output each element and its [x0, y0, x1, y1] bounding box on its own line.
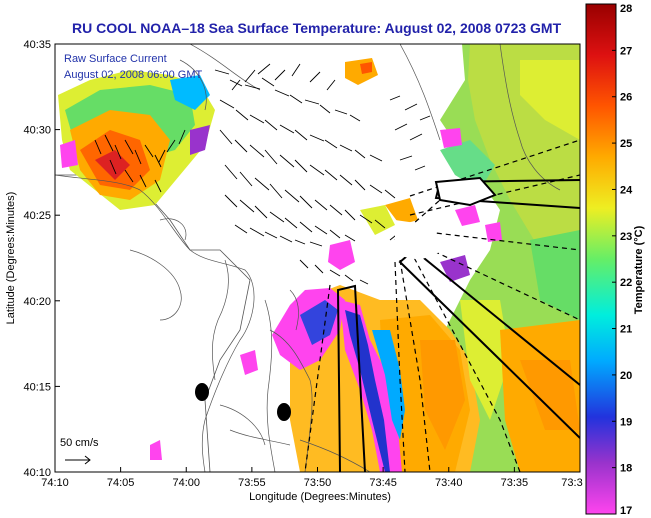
x-tick-label: 73:50 — [304, 477, 332, 489]
current-vectors — [94, 63, 431, 285]
colorbar-tick-label: 24 — [620, 184, 633, 196]
y-tick-label: 40:10 — [23, 467, 51, 479]
x-axis-ticks: 74:10 74:05 74:00 73:55 73:50 73:45 73:40 73:35… — [41, 467, 583, 489]
colorbar-label: Temperature (°C) — [633, 225, 645, 314]
coastline-contours — [55, 44, 561, 472]
colorbar-tick-label: 21 — [620, 324, 632, 336]
colorbar — [585, 3, 617, 515]
marker-dot — [195, 383, 209, 401]
y-tick-label: 40:15 — [23, 381, 51, 393]
x-tick-label: 74:10 — [41, 477, 69, 489]
x-tick-label: 73:3 — [561, 477, 582, 489]
colorbar-tick-label: 25 — [620, 138, 632, 150]
scale-arrow — [65, 455, 91, 465]
map-title: RU COOL NOAA–18 Sea Surface Temperature:… — [72, 20, 562, 36]
x-tick-label: 73:45 — [369, 477, 397, 489]
marker-dot — [277, 403, 291, 421]
y-tick-label: 40:30 — [23, 125, 51, 137]
x-tick-label: 74:05 — [107, 477, 135, 489]
y-tick-label: 40:20 — [23, 296, 51, 308]
x-tick-label: 73:35 — [501, 477, 529, 489]
colorbar-tick-label: 28 — [620, 3, 632, 15]
colorbar-ticks: 28 27 26 25 24 23 22 21 20 19 18 17 — [612, 3, 633, 517]
colorbar-tick-label: 26 — [620, 92, 632, 104]
colorbar-tick-label: 27 — [620, 45, 632, 57]
colorbar-tick-label: 18 — [620, 463, 632, 475]
x-tick-label: 73:40 — [435, 477, 463, 489]
colorbar-tick-label: 23 — [620, 231, 632, 243]
y-axis-ticks: 40:35 40:30 40:25 40:20 40:15 40:10 — [23, 39, 60, 479]
x-axis-label: Longitude (Degrees:Minutes) — [249, 491, 391, 503]
overlay-line1: Raw Surface Current — [64, 53, 167, 65]
overlay-line2: August 02, 2008 06:00 GMT — [64, 69, 202, 81]
colorbar-tick-label: 22 — [620, 277, 632, 289]
y-axis-label: Latitude (Degrees:Minutes) — [5, 192, 17, 325]
x-tick-label: 73:55 — [238, 477, 266, 489]
colorbar-tick-label: 20 — [620, 370, 632, 382]
scale-arrow-label: 50 cm/s — [60, 437, 99, 449]
colorbar-tick-label: 17 — [620, 505, 632, 517]
sst-field — [58, 44, 580, 472]
x-tick-label: 74:00 — [172, 477, 200, 489]
y-tick-label: 40:25 — [23, 210, 51, 222]
y-tick-label: 40:35 — [23, 39, 51, 51]
colorbar-tick-label: 19 — [620, 416, 632, 428]
